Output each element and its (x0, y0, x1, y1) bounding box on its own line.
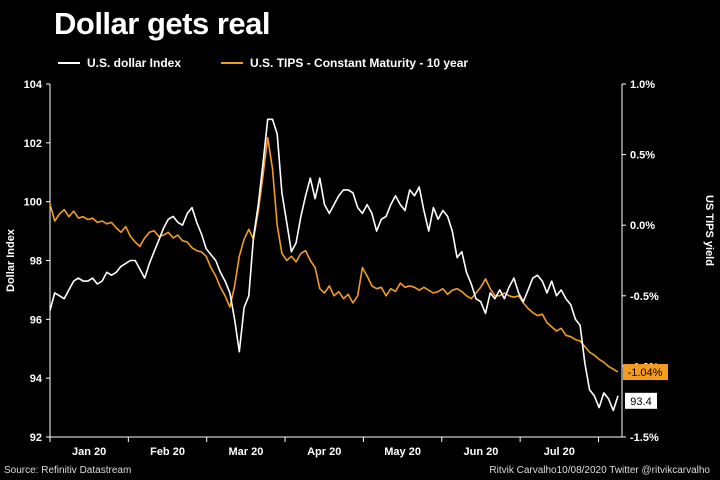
y-right-axis-title: US TIPS yield (703, 195, 715, 266)
dollar-end-label: 93.4 (630, 396, 651, 408)
legend-label-dxy: U.S. dollar Index (87, 56, 182, 70)
y-right-tick-label: 0.0% (630, 220, 655, 232)
x-tick-label: Feb 20 (150, 446, 185, 458)
x-tick-label: Mar 20 (228, 446, 263, 458)
y-left-tick-label: 100 (24, 197, 42, 209)
y-right-tick-label: 1.0% (630, 79, 655, 91)
x-tick-label: Jan 20 (72, 446, 106, 458)
legend: U.S. dollar Index U.S. TIPS - Constant M… (58, 56, 508, 70)
y-left-tick-label: 94 (30, 373, 43, 385)
y-left-tick-label: 98 (30, 256, 42, 268)
credit-note: Ritvik Carvalho10/08/2020 Twitter @ritvi… (489, 465, 710, 476)
legend-item-dxy: U.S. dollar Index (58, 56, 181, 70)
x-tick-label: Jul 20 (544, 446, 575, 458)
dollar-end-badge (625, 392, 657, 409)
annotations: -1.04% 93.4 (623, 364, 668, 409)
tips-end-badge (623, 364, 668, 381)
y-left-tick-label: 96 (30, 314, 42, 326)
x-tick-label: Jun 20 (464, 446, 499, 458)
y-left-tick-label: 102 (24, 138, 42, 150)
series-line-tips-yield (49, 136, 619, 373)
y-right-tick-label: -1.5% (630, 432, 659, 444)
x-tick-label: May 20 (384, 446, 421, 458)
y-right-tick-label: 0.5% (630, 150, 655, 162)
series-group (49, 118, 619, 412)
y-left-tick-label: 104 (24, 79, 43, 91)
legend-label-tips: U.S. TIPS - Constant Maturity - 10 year (250, 56, 469, 70)
y-right-tick-label: -0.5% (630, 291, 659, 303)
series-line-dollar-index (49, 118, 619, 412)
legend-item-tips: U.S. TIPS - Constant Maturity - 10 year (221, 56, 468, 70)
legend-swatch-dxy (58, 62, 80, 64)
x-tick-label: Apr 20 (307, 446, 341, 458)
chart-title: Dollar gets real (54, 6, 270, 41)
tips-end-label: -1.04% (628, 367, 663, 379)
y-left-tick-label: 92 (30, 432, 42, 444)
axes: 92949698100102104-1.5%-1.0%-0.5%0.0%0.5%… (5, 79, 715, 458)
legend-swatch-tips (221, 62, 244, 64)
source-note: Source: Refinitiv Datastream (4, 465, 132, 476)
y-left-axis-title: Dollar Index (5, 228, 17, 292)
